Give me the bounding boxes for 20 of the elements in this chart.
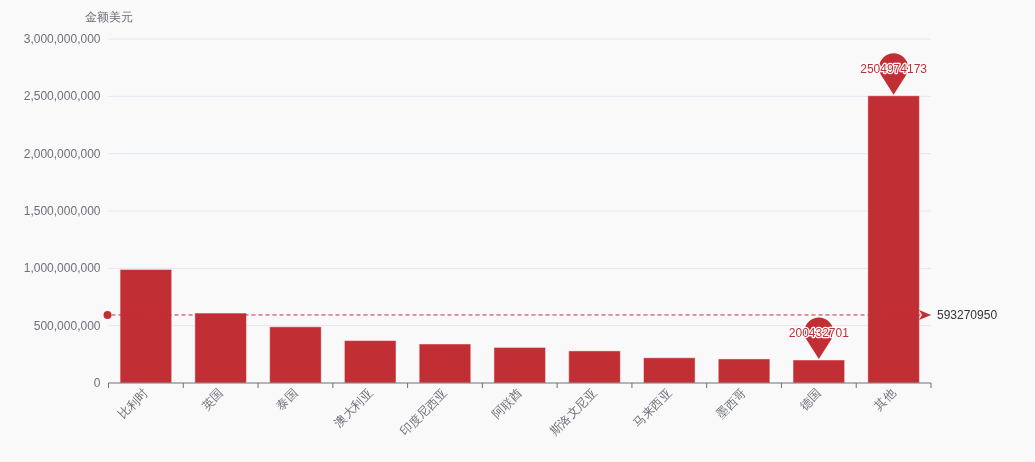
x-tick-label: 印度尼西亚 xyxy=(397,386,450,439)
x-tick-label: 马来西亚 xyxy=(630,386,675,430)
x-tick-label: 阿联酋 xyxy=(489,386,525,422)
x-tick-label: 泰国 xyxy=(273,386,301,413)
y-tick-label: 2,000,000,000 xyxy=(23,146,101,161)
x-tick-label: 德国 xyxy=(796,386,824,413)
x-tick-label: 英国 xyxy=(198,386,226,413)
y-axis-title: 金额美元 xyxy=(84,10,133,24)
y-tick-label: 3,000,000,000 xyxy=(23,32,101,46)
y-tick-label: 2,500,000,000 xyxy=(23,89,101,104)
x-tick-label: 澳大利亚 xyxy=(331,386,376,430)
ref-line-label: 593270950 xyxy=(937,307,998,322)
x-tick-label: 其他 xyxy=(871,386,899,413)
x-tick-label: 斯洛文尼亚 xyxy=(547,386,600,439)
y-tick-label: 500,000,000 xyxy=(33,318,101,333)
x-tick-label: 墨西哥 xyxy=(713,386,749,422)
y-tick-label: 1,500,000,000 xyxy=(23,204,101,218)
y-tick-label: 0 xyxy=(93,376,101,390)
x-tick-label: 比利时 xyxy=(115,386,151,422)
y-tick-label: 1,000,000,000 xyxy=(23,261,101,276)
